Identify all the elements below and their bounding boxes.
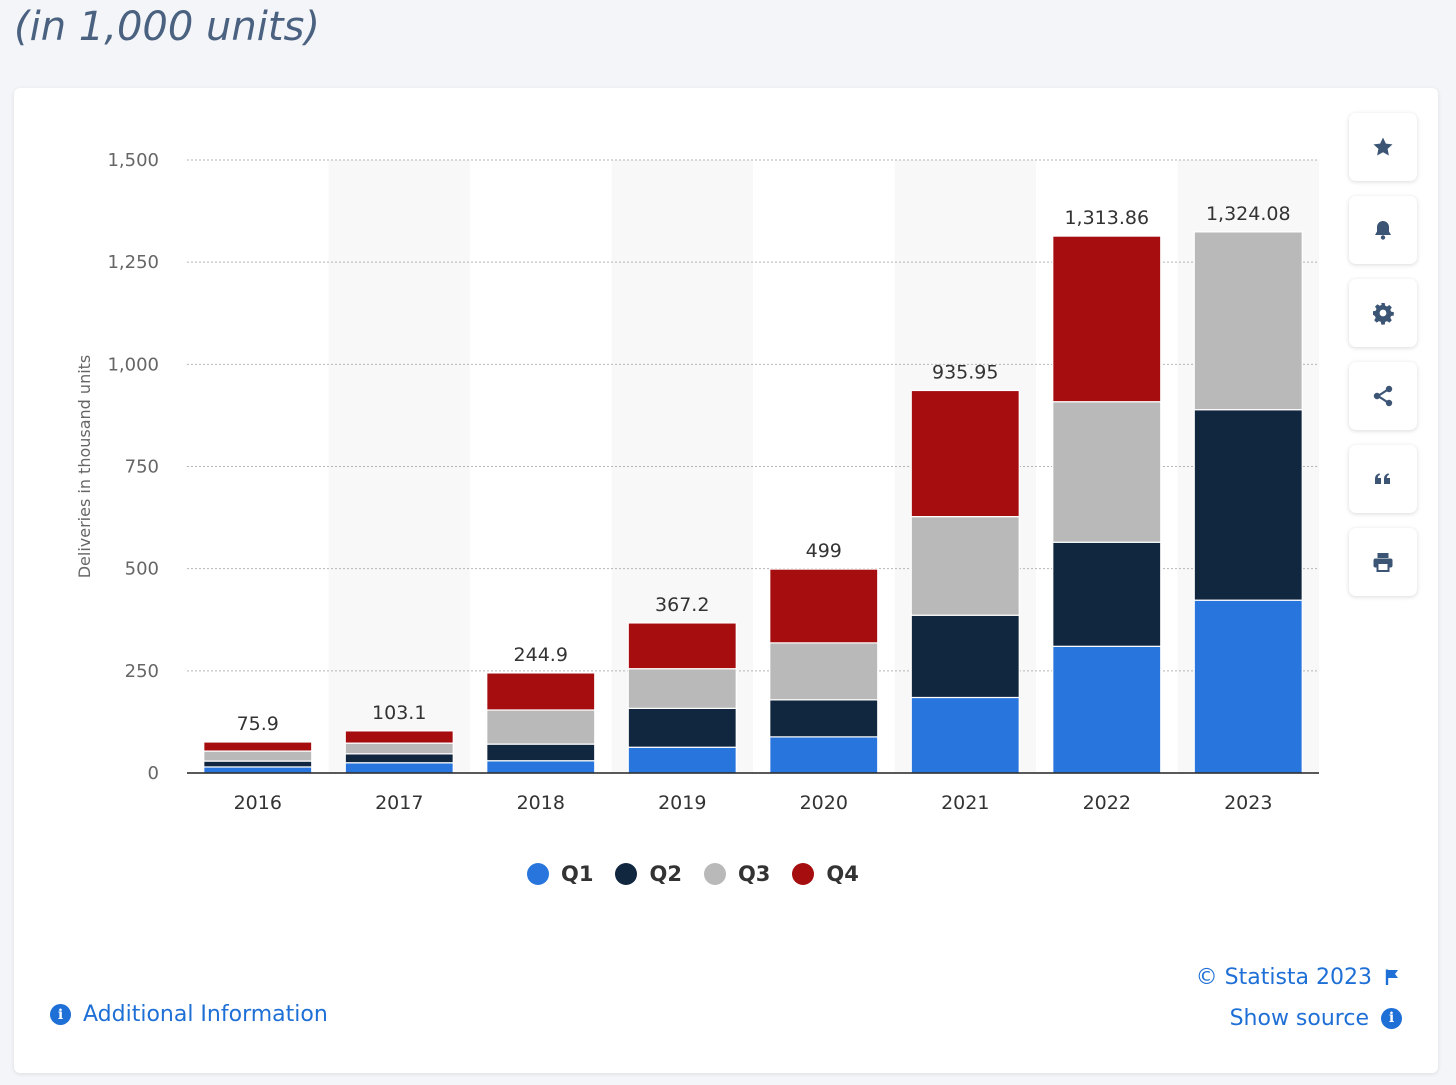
favorite-button[interactable] — [1349, 113, 1417, 181]
bar-segment-q4 — [486, 672, 596, 711]
flag-icon — [1385, 969, 1398, 985]
legend-label: Q4 — [826, 862, 859, 886]
additional-information-label: Additional Information — [83, 1002, 328, 1027]
y-tick-label: 1,250 — [107, 252, 159, 273]
bar-segment-q1 — [627, 746, 737, 774]
bar-segment-q2 — [344, 753, 454, 764]
bar-segment-q1 — [486, 760, 596, 774]
cite-button[interactable] — [1349, 445, 1417, 513]
bar-segment-q4 — [910, 389, 1020, 518]
copyright-link[interactable]: © Statista 2023 — [1196, 962, 1402, 992]
bar-segment-q1 — [203, 766, 313, 774]
additional-information-link[interactable]: i Additional Information — [50, 1002, 328, 1027]
bar-segment-q3 — [627, 668, 737, 709]
y-tick-label: 750 — [125, 457, 159, 478]
info-icon: i — [50, 1004, 71, 1025]
bar-total-label: 1,324.08 — [1206, 203, 1291, 225]
bell-icon — [1375, 221, 1391, 240]
bar-segment-q1 — [344, 762, 454, 774]
bar-segment-q3 — [769, 642, 879, 701]
legend-item-q3[interactable]: Q3 — [703, 862, 771, 886]
bar-segment-q1 — [910, 696, 1020, 774]
x-tick-label: 2017 — [375, 792, 423, 814]
bar-segment-q4 — [627, 622, 737, 670]
bar-total-label: 1,313.86 — [1064, 207, 1149, 229]
legend-swatch — [615, 863, 638, 885]
bar-segment-q1 — [1052, 645, 1162, 774]
print-button[interactable] — [1349, 528, 1417, 596]
bar-segment-q1 — [769, 736, 879, 774]
source-footer: © Statista 2023 Show source i — [1196, 962, 1402, 1044]
x-tick-label: 2023 — [1224, 792, 1272, 814]
star-icon — [1373, 137, 1393, 156]
legend-label: Q3 — [737, 862, 771, 886]
share-icon — [1373, 385, 1393, 407]
x-tick-label: 2016 — [234, 792, 282, 814]
chart: 75.9 103.1 244.9 367.2 499 935.95 1,313.86 1,32… — [75, 150, 1319, 814]
y-tick-label: 1,500 — [107, 150, 159, 171]
alert-button[interactable] — [1349, 196, 1417, 264]
bar-segment-q3 — [203, 750, 313, 762]
y-tick-label: 500 — [125, 559, 159, 580]
y-tick-label: 1,000 — [107, 354, 159, 375]
bar-segment-q2 — [627, 707, 737, 748]
legend-swatch — [527, 863, 549, 885]
legend-item-q2[interactable]: Q2 — [615, 862, 682, 886]
bar-segment-q4 — [344, 730, 454, 744]
bar-total-label: 244.9 — [514, 644, 568, 666]
bar-segment-q3 — [1193, 231, 1303, 411]
share-button[interactable] — [1349, 362, 1417, 430]
chart-toolbar — [1349, 113, 1417, 611]
show-source-link[interactable]: Show source i — [1196, 1003, 1402, 1033]
chart-legend: Q1 Q2 Q3 Q4 — [527, 858, 881, 890]
copyright-text: © Statista 2023 — [1195, 964, 1372, 990]
bar-segment-q2 — [486, 743, 596, 762]
legend-swatch — [703, 863, 726, 885]
settings-button[interactable] — [1349, 279, 1417, 347]
x-tick-label: 2018 — [517, 792, 565, 814]
bar-segment-q2 — [910, 614, 1020, 699]
legend-swatch — [792, 863, 815, 885]
bar-segment-q3 — [344, 742, 454, 755]
bar-total-label: 499 — [806, 540, 842, 562]
bar-segment-q2 — [1052, 541, 1162, 647]
gear-icon — [1373, 303, 1394, 325]
x-tick-label: 2019 — [658, 792, 706, 814]
bar-segment-q4 — [769, 568, 879, 644]
legend-item-q4[interactable]: Q4 — [792, 862, 859, 886]
bar-total-label: 103.1 — [372, 702, 426, 724]
show-source-label: Show source — [1229, 1005, 1369, 1031]
chart-card: 75.9 103.1 244.9 367.2 499 935.95 1,313.86 1,32… — [14, 88, 1438, 1073]
legend-label: Q2 — [649, 862, 682, 886]
bar-segment-q3 — [486, 709, 596, 745]
bar-segment-q2 — [1193, 409, 1303, 601]
info-icon: i — [1381, 1007, 1402, 1029]
y-axis-label: Deliveries in thousand units — [75, 355, 94, 579]
bar-segment-q4 — [203, 741, 313, 752]
print-icon — [1373, 553, 1393, 572]
bar-total-label: 75.9 — [237, 713, 279, 735]
bar-segment-q3 — [910, 516, 1020, 616]
bar-segment-q3 — [1052, 401, 1162, 543]
bar-total-label: 935.95 — [932, 361, 998, 383]
page-heading: (in 1,000 units) — [14, 4, 320, 50]
legend-label: Q1 — [561, 862, 594, 886]
x-tick-label: 2022 — [1083, 792, 1131, 814]
y-tick-label: 0 — [148, 763, 159, 784]
quote-icon — [1375, 473, 1390, 484]
bar-segment-q2 — [769, 699, 879, 738]
bar-segment-q4 — [1052, 235, 1162, 403]
bar-segment-q1 — [1193, 599, 1303, 774]
x-tick-label: 2021 — [941, 792, 989, 814]
y-tick-label: 250 — [125, 661, 159, 682]
x-tick-label: 2020 — [800, 792, 848, 814]
legend-item-q1[interactable]: Q1 — [527, 862, 593, 886]
bar-segment-q2 — [203, 760, 313, 768]
bar-total-label: 367.2 — [655, 594, 709, 616]
